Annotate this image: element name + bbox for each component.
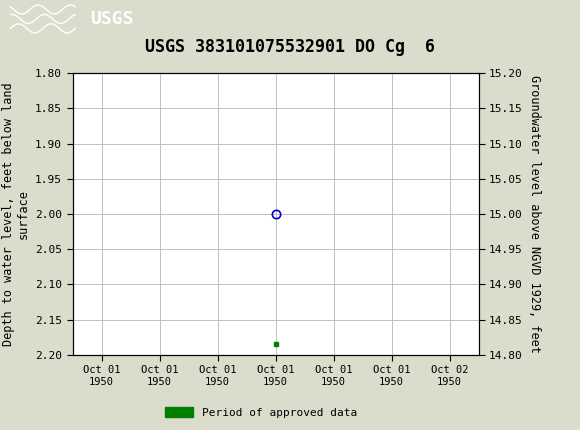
Text: USGS 383101075532901 DO Cg  6: USGS 383101075532901 DO Cg 6 (145, 38, 435, 56)
Text: USGS: USGS (90, 10, 133, 28)
Legend: Period of approved data: Period of approved data (161, 403, 361, 422)
Y-axis label: Groundwater level above NGVD 1929, feet: Groundwater level above NGVD 1929, feet (528, 75, 541, 353)
Y-axis label: Depth to water level, feet below land
surface: Depth to water level, feet below land su… (2, 82, 30, 346)
